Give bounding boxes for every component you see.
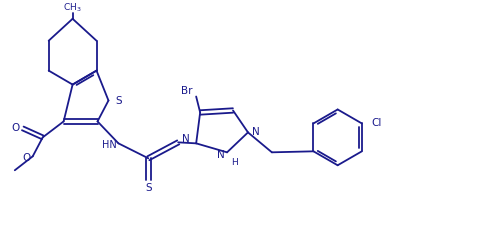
Text: CH$_3$: CH$_3$ (63, 2, 82, 14)
Text: HN: HN (102, 140, 116, 150)
Text: Br: Br (181, 86, 192, 95)
Text: S: S (115, 95, 122, 105)
Text: N: N (182, 134, 190, 144)
Text: H: H (231, 158, 238, 167)
Text: S: S (145, 183, 152, 193)
Text: O: O (23, 153, 31, 163)
Text: N: N (217, 150, 225, 160)
Text: Cl: Cl (372, 118, 382, 128)
Text: N: N (252, 127, 260, 137)
Text: O: O (12, 123, 20, 133)
